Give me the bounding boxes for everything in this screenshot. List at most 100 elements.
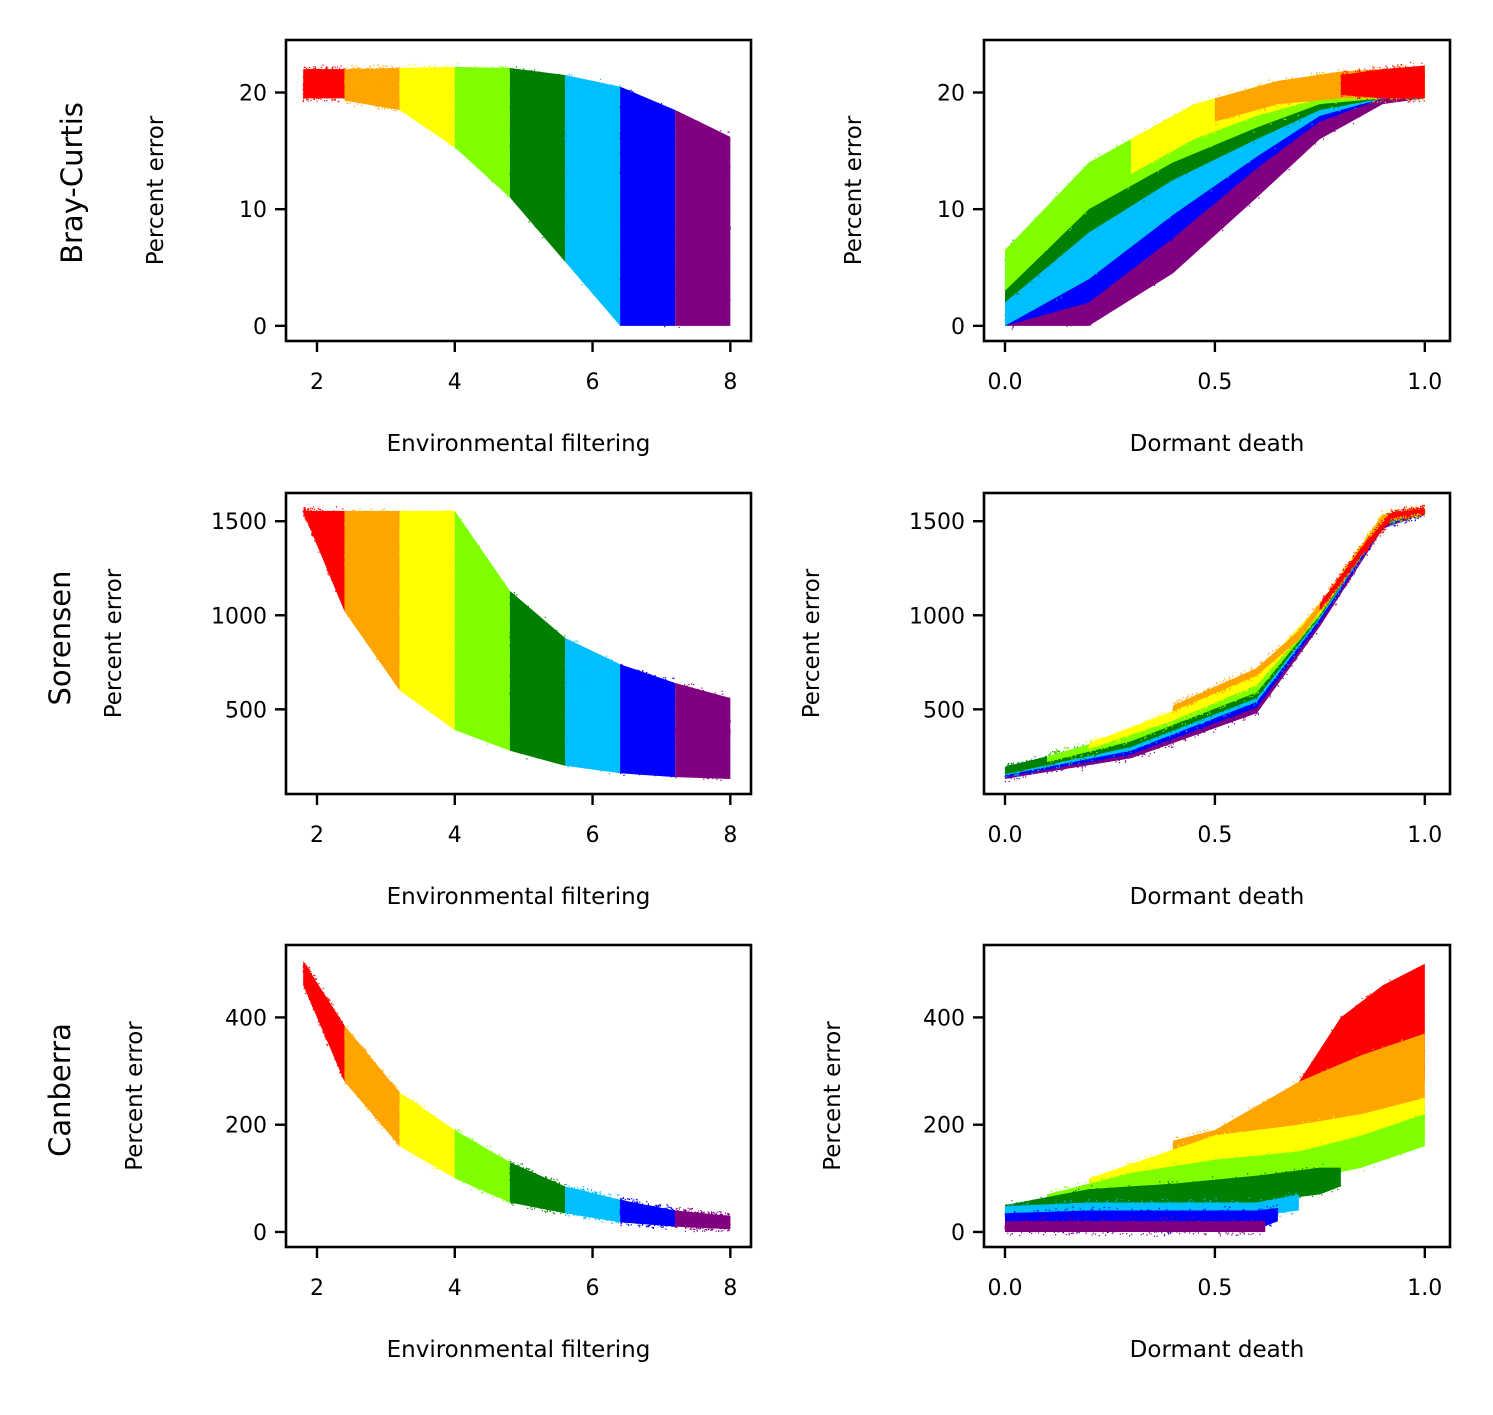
scatter-point	[488, 177, 490, 179]
scatter-point	[467, 116, 469, 118]
scatter-point	[391, 70, 393, 72]
scatter-point	[392, 74, 394, 76]
scatter-point	[411, 87, 414, 89]
scatter-point	[521, 131, 523, 133]
scatter-point	[645, 296, 647, 298]
scatter-point	[669, 294, 671, 296]
scatter-point	[590, 142, 592, 145]
scatter-point	[726, 180, 728, 183]
scatter-point	[347, 94, 350, 96]
scatter-point	[432, 86, 434, 88]
scatter-point	[336, 71, 338, 73]
scatter-point	[468, 88, 470, 90]
scatter-point	[330, 80, 332, 82]
scatter-point	[412, 93, 414, 95]
scatter-point	[491, 73, 493, 76]
scatter-point	[595, 104, 597, 106]
scatter-point	[335, 88, 337, 90]
scatter-point	[368, 69, 370, 71]
scatter-point	[509, 145, 511, 147]
scatter-point	[482, 77, 484, 79]
scatter-point	[498, 139, 501, 141]
scatter-point	[711, 140, 713, 143]
scatter-point	[554, 135, 556, 137]
scatter-point	[712, 251, 715, 253]
scatter-point	[472, 123, 474, 125]
scatter-point	[327, 83, 329, 85]
scatter-point	[495, 108, 497, 110]
scatter-point	[490, 161, 492, 163]
scatter-point	[532, 181, 534, 183]
scatter-point	[590, 204, 592, 206]
scatter-point	[655, 313, 658, 315]
scatter-point	[553, 103, 555, 105]
scatter-point	[517, 106, 519, 108]
scatter-point	[428, 119, 430, 121]
scatter-point	[646, 250, 648, 252]
scatter-point	[541, 148, 543, 150]
scatter-point	[418, 85, 420, 87]
scatter-point	[318, 72, 320, 74]
scatter-point	[553, 150, 555, 152]
scatter-point	[519, 157, 521, 159]
scatter-point	[613, 241, 615, 243]
scatter-point	[532, 154, 535, 157]
scatter-point	[453, 100, 455, 102]
scatter-point	[432, 73, 434, 76]
scatter-point	[669, 127, 671, 129]
scatter-point	[557, 227, 559, 229]
scatter-point	[396, 73, 398, 75]
scatter-point	[434, 65, 436, 67]
scatter-point	[590, 256, 592, 258]
scatter-point	[351, 81, 353, 83]
scatter-point	[410, 75, 412, 77]
scatter-point	[661, 142, 663, 144]
scatter-point	[601, 291, 603, 293]
scatter-point	[534, 119, 536, 121]
scatter-point	[544, 134, 546, 136]
scatter-point	[512, 165, 514, 167]
scatter-point	[336, 73, 338, 75]
scatter-point	[467, 157, 469, 160]
scatter-point	[540, 122, 542, 124]
scatter-point	[605, 152, 608, 154]
scatter-point	[437, 96, 439, 98]
scatter-point	[312, 78, 314, 80]
scatter-point	[545, 79, 547, 82]
scatter-point	[381, 81, 383, 84]
scatter-point	[582, 245, 584, 248]
scatter-point	[307, 98, 309, 100]
scatter-point	[536, 103, 539, 105]
scatter-point	[662, 295, 664, 297]
scatter-point	[588, 105, 591, 107]
scatter-point	[466, 126, 468, 128]
scatter-point	[493, 129, 495, 131]
scatter-point	[407, 112, 409, 114]
scatter-point	[551, 136, 553, 138]
scatter-point	[531, 75, 534, 77]
scatter-point	[485, 108, 487, 110]
scatter-point	[536, 196, 538, 198]
scatter-point	[566, 191, 568, 193]
scatter-point	[427, 89, 429, 91]
scatter-point	[510, 128, 512, 130]
scatter-point	[408, 79, 410, 81]
scatter-point	[539, 176, 541, 178]
scatter-point	[622, 276, 624, 278]
scatter-point	[396, 87, 398, 89]
scatter-point	[620, 90, 622, 93]
scatter-point	[544, 75, 546, 77]
scatter-point	[444, 75, 446, 77]
scatter-point	[465, 75, 467, 78]
scatter-point	[618, 261, 620, 263]
scatter-point	[330, 71, 333, 73]
scatter-point	[478, 106, 480, 108]
scatter-series	[399, 63, 456, 148]
scatter-point	[321, 80, 323, 82]
scatter-point	[473, 158, 475, 160]
scatter-point	[404, 91, 406, 94]
scatter-point	[647, 180, 649, 182]
scatter-point	[345, 99, 347, 101]
scatter-point	[666, 279, 668, 282]
scatter-point	[477, 139, 479, 141]
